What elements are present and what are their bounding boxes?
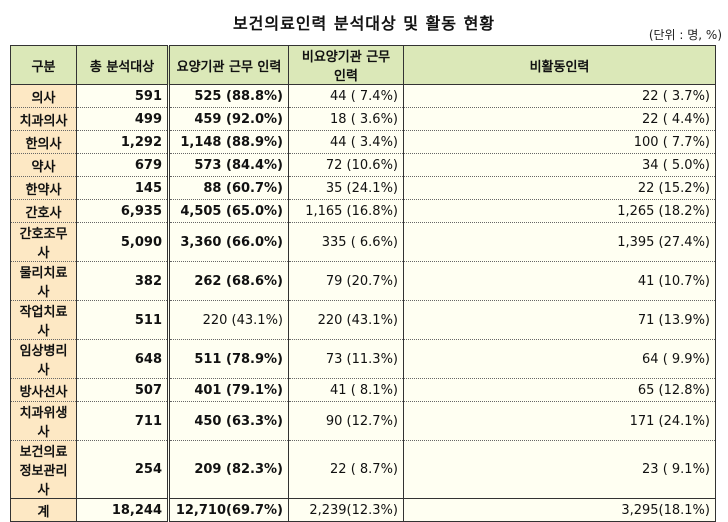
- header-row: 구분 총 분석대상 요양기관 근무 인력 비요양기관 근무 인력 비활동인력: [10, 45, 716, 85]
- value-cell: 220 (43.1%): [288, 300, 404, 340]
- table-row: 임상병리사 648 511 (78.9%) 73 (11.3%) 64 ( 9.9%): [10, 339, 716, 379]
- table-row: 한의사 1,292 1,148 (88.9%) 44 ( 3.4%) 100 ( 7.7…: [10, 130, 716, 154]
- value-cell: 1,165 (16.8%): [288, 199, 404, 223]
- value-cell: 711: [76, 401, 170, 441]
- value-cell: 41 (10.7%): [403, 261, 716, 301]
- row-label: 임상병리사: [10, 339, 77, 379]
- table-row: 계 18,244 12,710(69.7%) 2,239(12.3%) 3,295(18…: [10, 498, 716, 522]
- value-cell: 1,265 (18.2%): [403, 199, 716, 223]
- value-cell: 73 (11.3%): [288, 339, 404, 379]
- value-cell: 88 (60.7%): [168, 176, 289, 200]
- row-label: 방사선사: [10, 378, 77, 402]
- row-label: 계: [10, 498, 77, 522]
- value-cell: 65 (12.8%): [403, 378, 716, 402]
- row-label: 의사: [10, 84, 77, 108]
- row-label: 작업치료사: [10, 300, 77, 340]
- value-cell: 450 (63.3%): [168, 401, 289, 441]
- table-row: 방사선사 507 401 (79.1%) 41 ( 8.1%) 65 (12.8%): [10, 378, 716, 402]
- table-row: 보건의료 정보관리사 254 209 (82.3%) 22 ( 8.7%) 23 ( 9.…: [10, 440, 716, 499]
- row-label: 보건의료 정보관리사: [10, 440, 77, 499]
- value-cell: 209 (82.3%): [168, 440, 289, 499]
- value-cell: 4,505 (65.0%): [168, 199, 289, 223]
- value-cell: 100 ( 7.7%): [403, 130, 716, 154]
- value-cell: 382: [76, 261, 170, 301]
- value-cell: 679: [76, 153, 170, 177]
- unit-note: (단위 : 명, %): [648, 28, 722, 42]
- row-label: 간호사: [10, 199, 77, 223]
- value-cell: 262 (68.6%): [168, 261, 289, 301]
- page-title: 보건의료인력 분석대상 및 활동 현황: [232, 14, 496, 33]
- table-row: 작업치료사 511 220 (43.1%) 220 (43.1%) 71 (13.9%): [10, 300, 716, 340]
- row-label: 한약사: [10, 176, 77, 200]
- table-row: 의사 591 525 (88.8%) 44 ( 7.4%) 22 ( 3.7%): [10, 84, 716, 108]
- value-cell: 41 ( 8.1%): [288, 378, 404, 402]
- value-cell: 71 (13.9%): [403, 300, 716, 340]
- row-label: 한의사: [10, 130, 77, 154]
- row-label: 물리치료사: [10, 261, 77, 301]
- value-cell: 648: [76, 339, 170, 379]
- value-cell: 2,239(12.3%): [288, 498, 404, 522]
- value-cell: 90 (12.7%): [288, 401, 404, 441]
- value-cell: 591: [76, 84, 170, 108]
- value-cell: 79 (20.7%): [288, 261, 404, 301]
- value-cell: 18 ( 3.6%): [288, 107, 404, 131]
- value-cell: 34 ( 5.0%): [403, 153, 716, 177]
- value-cell: 64 ( 9.9%): [403, 339, 716, 379]
- value-cell: 44 ( 7.4%): [288, 84, 404, 108]
- value-cell: 401 (79.1%): [168, 378, 289, 402]
- value-cell: 22 ( 3.7%): [403, 84, 716, 108]
- header-cell: 요양기관 근무 인력: [168, 45, 289, 85]
- value-cell: 22 (15.2%): [403, 176, 716, 200]
- row-label: 치과의사: [10, 107, 77, 131]
- table-row: 치과위생사 711 450 (63.3%) 90 (12.7%) 171 (24.1%): [10, 401, 716, 441]
- value-cell: 459 (92.0%): [168, 107, 289, 131]
- value-cell: 145: [76, 176, 170, 200]
- value-cell: 499: [76, 107, 170, 131]
- value-cell: 18,244: [76, 498, 170, 522]
- row-label: 약사: [10, 153, 77, 177]
- value-cell: 72 (10.6%): [288, 153, 404, 177]
- table-row: 치과의사 499 459 (92.0%) 18 ( 3.6%) 22 ( 4.4%): [10, 107, 716, 131]
- header-cell: 비활동인력: [403, 45, 716, 85]
- value-cell: 525 (88.8%): [168, 84, 289, 108]
- header-cell: 총 분석대상: [76, 45, 170, 85]
- value-cell: 171 (24.1%): [403, 401, 716, 441]
- value-cell: 3,360 (66.0%): [168, 222, 289, 262]
- value-cell: 507: [76, 378, 170, 402]
- value-cell: 5,090: [76, 222, 170, 262]
- value-cell: 511: [76, 300, 170, 340]
- table-row: 간호사 6,935 4,505 (65.0%) 1,165 (16.8%) 1,265 …: [10, 199, 716, 223]
- value-cell: 6,935: [76, 199, 170, 223]
- value-cell: 254: [76, 440, 170, 499]
- value-cell: 220 (43.1%): [168, 300, 289, 340]
- value-cell: 3,295(18.1%): [403, 498, 716, 522]
- value-cell: 22 ( 4.4%): [403, 107, 716, 131]
- value-cell: 22 ( 8.7%): [288, 440, 404, 499]
- value-cell: 35 (24.1%): [288, 176, 404, 200]
- row-label: 치과위생사: [10, 401, 77, 441]
- table-row: 물리치료사 382 262 (68.6%) 79 (20.7%) 41 (10.7%): [10, 261, 716, 301]
- header-cell: 비요양기관 근무 인력: [288, 45, 404, 85]
- header-cell: 구분: [10, 45, 77, 85]
- value-cell: 1,148 (88.9%): [168, 130, 289, 154]
- value-cell: 335 ( 6.6%): [288, 222, 404, 262]
- value-cell: 44 ( 3.4%): [288, 130, 404, 154]
- value-cell: 1,395 (27.4%): [403, 222, 716, 262]
- table-row: 간호조무사 5,090 3,360 (66.0%) 335 ( 6.6%) 1,395 …: [10, 222, 716, 262]
- row-label: 간호조무사: [10, 222, 77, 262]
- workforce-table: 구분 총 분석대상 요양기관 근무 인력 비요양기관 근무 인력 비활동인력 의…: [10, 45, 716, 522]
- table-row: 약사 679 573 (84.4%) 72 (10.6%) 34 ( 5.0%): [10, 153, 716, 177]
- value-cell: 1,292: [76, 130, 170, 154]
- value-cell: 511 (78.9%): [168, 339, 289, 379]
- value-cell: 12,710(69.7%): [168, 498, 289, 522]
- table-row: 한약사 145 88 (60.7%) 35 (24.1%) 22 (15.2%): [10, 176, 716, 200]
- value-cell: 23 ( 9.1%): [403, 440, 716, 499]
- value-cell: 573 (84.4%): [168, 153, 289, 177]
